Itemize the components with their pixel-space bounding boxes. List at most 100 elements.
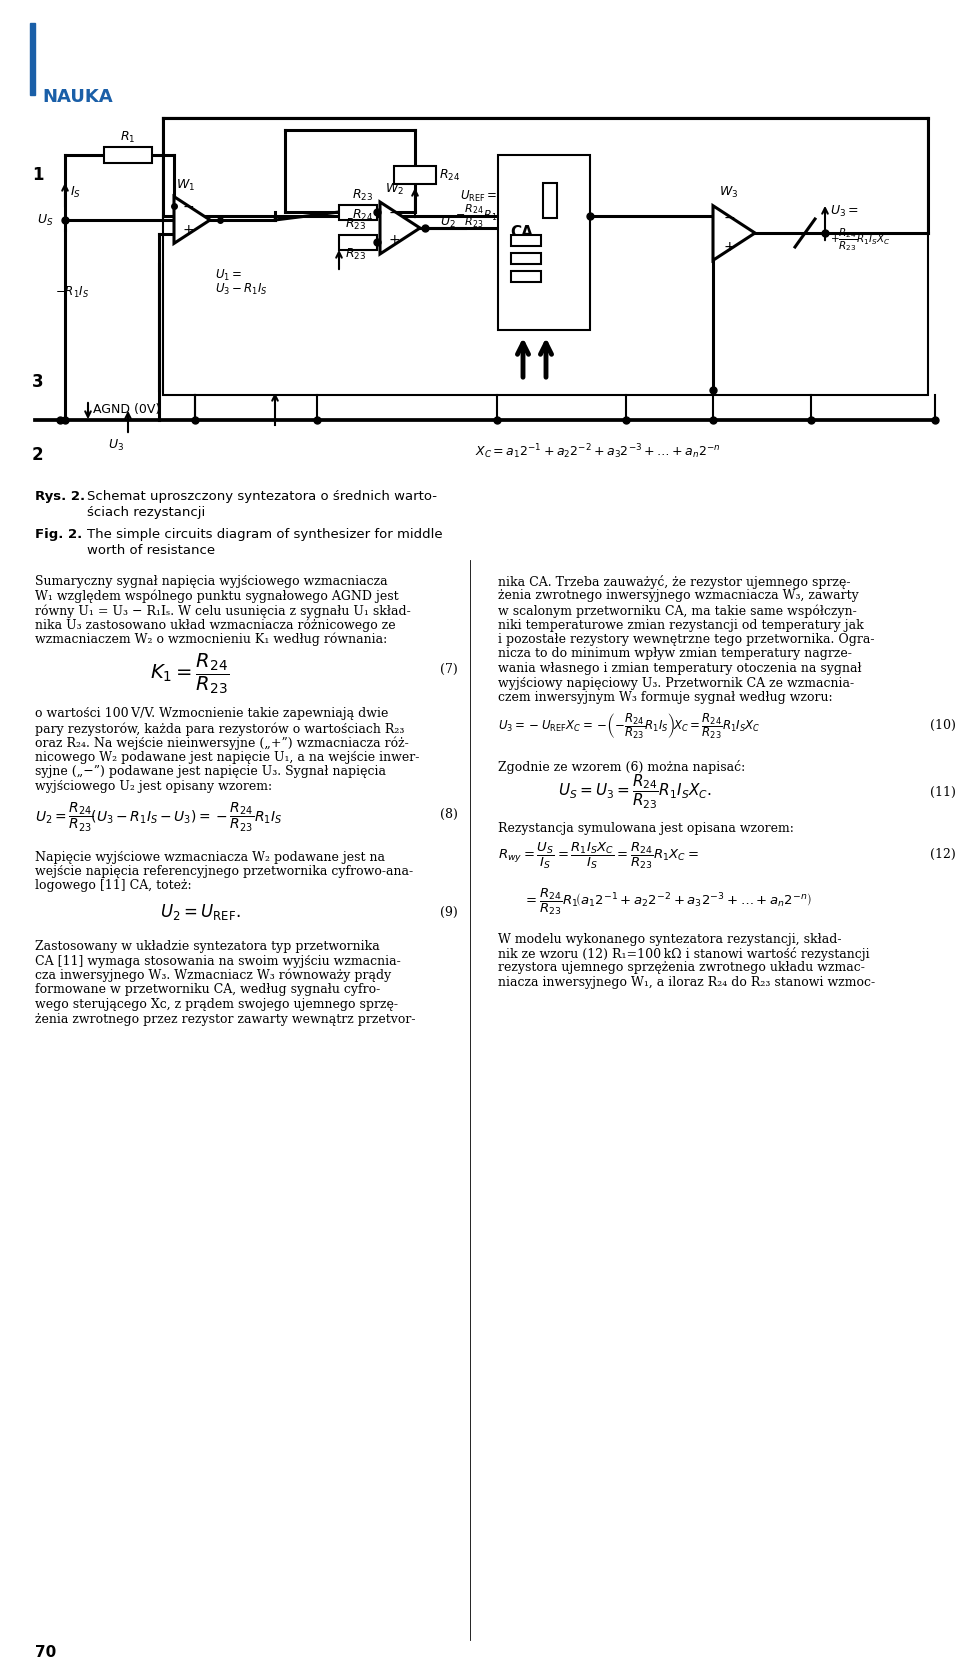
Text: $U_3 - R_1 I_S$: $U_3 - R_1 I_S$ [215,283,268,297]
Text: wania własnego i zmian temperatury otoczenia na sygnał: wania własnego i zmian temperatury otocz… [498,661,862,675]
Text: pary rezystorów, każda para rezystorów o wartościach R₂₃: pary rezystorów, każda para rezystorów o… [35,721,404,736]
Text: (12): (12) [930,848,956,861]
Text: nika U₃ zastosowano układ wzmacniacza różnicowego ze: nika U₃ zastosowano układ wzmacniacza ró… [35,618,396,632]
Text: nik ze wzoru (12) R₁=100 kΩ i stanowi wartość rezystancji: nik ze wzoru (12) R₁=100 kΩ i stanowi wa… [498,947,870,961]
Text: (8): (8) [440,808,458,821]
Text: niacza inwersyjnego W₁, a iloraz R₂₄ do R₂₃ stanowi wzmoc-: niacza inwersyjnego W₁, a iloraz R₂₄ do … [498,976,876,989]
Text: The simple circuits diagram of synthesizer for middle: The simple circuits diagram of synthesiz… [87,529,443,542]
Text: ściach rezystancji: ściach rezystancji [87,505,205,519]
Polygon shape [174,196,210,243]
Polygon shape [713,206,755,261]
Text: W modelu wykonanego syntezatora rezystancji, skład-: W modelu wykonanego syntezatora rezystan… [498,932,842,946]
Text: $-$: $-$ [723,209,735,224]
Text: Rezystancja symulowana jest opisana wzorem:: Rezystancja symulowana jest opisana wzor… [498,823,794,834]
Bar [511,253,541,264]
Text: 2: 2 [32,445,43,464]
Text: worth of resistance: worth of resistance [87,543,215,557]
Text: wejście napięcia referencyjnego przetwornika cyfrowo-ana-: wejście napięcia referencyjnego przetwor… [35,864,413,878]
Text: $U_1 =$: $U_1 =$ [215,268,242,283]
Text: syjne („−”) podawane jest napięcie U₃. Sygnał napięcia: syjne („−”) podawane jest napięcie U₃. S… [35,766,386,778]
Bar [511,234,541,246]
Text: $U_2$: $U_2$ [440,214,456,229]
Text: czem inwersyjnym W₃ formuje sygnał według wzoru:: czem inwersyjnym W₃ formuje sygnał wedłu… [498,691,832,705]
Bar [339,234,377,249]
Text: 1: 1 [32,166,43,184]
Text: $-\dfrac{R_{24}}{R_{23}} R_1 I_S$: $-\dfrac{R_{24}}{R_{23}} R_1 I_S$ [455,203,507,231]
Text: $K_1 = \dfrac{R_{24}}{R_{23}}$: $K_1 = \dfrac{R_{24}}{R_{23}}$ [151,652,229,696]
Text: żenia zwrotnego inwersyjnego wzmacniacza W₃, zawarty: żenia zwrotnego inwersyjnego wzmacniacza… [498,590,859,603]
Text: oraz R₂₄. Na wejście nieinwersyjne („+”) wzmacniacza róż-: oraz R₂₄. Na wejście nieinwersyjne („+”)… [35,736,409,750]
Text: $U_S = U_3 = \dfrac{R_{24}}{R_{23}} R_1 I_S X_C.$: $U_S = U_3 = \dfrac{R_{24}}{R_{23}} R_1 … [558,773,712,811]
Text: $U_3 = -U_{\mathrm{REF}} X_C = -\!\left(-\dfrac{R_{24}}{R_{23}} R_1 I_S\right)\!: $U_3 = -U_{\mathrm{REF}} X_C = -\!\left(… [498,711,760,741]
Text: $R_{wy} = \dfrac{U_S}{I_S} = \dfrac{R_1 I_S X_C}{I_S} = \dfrac{R_{24}}{R_{23}} R: $R_{wy} = \dfrac{U_S}{I_S} = \dfrac{R_1 … [498,841,699,871]
Text: Sumaryczny sygnał napięcia wyjściowego wzmacniacza: Sumaryczny sygnał napięcia wyjściowego w… [35,575,388,588]
Text: wyjściowy napięciowy U₃. Przetwornik CA ze wzmacnia-: wyjściowy napięciowy U₃. Przetwornik CA … [498,676,854,690]
Text: $R_{23}$: $R_{23}$ [352,188,373,203]
Text: logowego [11] CA, toteż:: logowego [11] CA, toteż: [35,879,192,892]
Text: w scalonym przetworniku CA, ma takie same współczyn-: w scalonym przetworniku CA, ma takie sam… [498,603,856,618]
Text: Napięcie wyjściowe wzmacniacza W₂ podawane jest na: Napięcie wyjściowe wzmacniacza W₂ podawa… [35,851,385,864]
Text: $+$: $+$ [182,223,194,238]
Text: niki temperaturowe zmian rezystancji od temperatury jak: niki temperaturowe zmian rezystancji od … [498,618,864,632]
Text: (11): (11) [930,786,956,798]
Bar [511,271,541,281]
Text: $-$: $-$ [388,204,400,219]
Text: CA: CA [510,224,533,239]
Text: wego sterującego Xᴄ, z prądem swojego ujemnego sprzę-: wego sterującego Xᴄ, z prądem swojego uj… [35,997,398,1010]
Text: o wartości 100 V/V. Wzmocnienie takie zapewniają dwie: o wartości 100 V/V. Wzmocnienie takie za… [35,708,389,721]
Text: NAUKA: NAUKA [42,88,112,106]
Bar [498,155,590,331]
Text: Zastosowany w układzie syntezatora typ przetwornika: Zastosowany w układzie syntezatora typ p… [35,941,380,952]
Text: $U_2 = \dfrac{R_{24}}{R_{23}}\!\left(U_3 - R_1 I_S - U_3\right) = -\dfrac{R_{24}: $U_2 = \dfrac{R_{24}}{R_{23}}\!\left(U_3… [35,801,282,834]
Text: Zgodnie ze wzorem (6) można napisać:: Zgodnie ze wzorem (6) można napisać: [498,760,745,773]
Text: $R_{24}$: $R_{24}$ [352,208,373,223]
Bar [339,204,377,219]
Text: $U_3$: $U_3$ [108,437,124,452]
Text: $-R_1 I_S$: $-R_1 I_S$ [55,284,89,301]
Text: żenia zwrotnego przez rezystor zawarty wewnątrz przetvor-: żenia zwrotnego przez rezystor zawarty w… [35,1012,416,1025]
Text: cza inwersyjnego W₃. Wzmacniacz W₃ równoważy prądy: cza inwersyjnego W₃. Wzmacniacz W₃ równo… [35,969,392,982]
Text: $+\dfrac{R_{24}}{R_{23}} R_1 I_S X_C$: $+\dfrac{R_{24}}{R_{23}} R_1 I_S X_C$ [830,226,891,253]
Text: W₁ względem wspólnego punktu sygnałowego AGND jest: W₁ względem wspólnego punktu sygnałowego… [35,590,398,603]
Text: $U_S$: $U_S$ [37,213,54,228]
Text: Fig. 2.: Fig. 2. [35,529,83,542]
Text: $R_{23}$: $R_{23}$ [346,218,367,233]
Text: $W_2$: $W_2$ [385,183,403,198]
Text: $-$: $-$ [182,199,194,213]
Text: wyjściowego U₂ jest opisany wzorem:: wyjściowego U₂ jest opisany wzorem: [35,779,272,793]
Text: (9): (9) [440,906,458,919]
Text: $R_{24}$: $R_{24}$ [439,168,460,183]
Text: $U_3 =$: $U_3 =$ [830,203,859,218]
Bar [163,118,928,396]
Bar [30,23,35,95]
Bar [543,183,557,218]
Text: 3: 3 [32,372,43,391]
Text: CA [11] wymaga stosowania na swoim wyjściu wzmacnia-: CA [11] wymaga stosowania na swoim wyjśc… [35,954,400,967]
Text: wzmacniaczem W₂ o wzmocnieniu K₁ według równania:: wzmacniaczem W₂ o wzmocnieniu K₁ według … [35,633,387,647]
Text: $U_2 = U_{\mathrm{REF}}.$: $U_2 = U_{\mathrm{REF}}.$ [159,902,240,922]
Text: nicowego W₂ podawane jest napięcie U₁, a na wejście inwer-: nicowego W₂ podawane jest napięcie U₁, a… [35,751,420,765]
Text: $X_C = a_1 2^{-1} + a_2 2^{-2} + a_3 2^{-3} + \ldots + a_n 2^{-n}$: $X_C = a_1 2^{-1} + a_2 2^{-2} + a_3 2^{… [475,442,720,462]
Text: 70: 70 [35,1645,57,1660]
Polygon shape [380,203,420,254]
Text: $= \dfrac{R_{24}}{R_{23}} R_1 \!\left(a_1 2^{-1} + a_2 2^{-2} + a_3 2^{-3} + \ld: $= \dfrac{R_{24}}{R_{23}} R_1 \!\left(a_… [523,886,812,917]
Text: $R_1$: $R_1$ [120,130,135,145]
Text: $W_3$: $W_3$ [719,184,738,199]
Text: $W_1$: $W_1$ [177,178,196,193]
Bar [104,146,152,163]
Text: równy U₁ = U₃ − R₁Iₛ. W celu usunięcia z sygnału U₁ skład-: równy U₁ = U₃ − R₁Iₛ. W celu usunięcia z… [35,603,411,618]
Text: $U_{\rm REF} =$: $U_{\rm REF} =$ [460,189,497,204]
Text: $+$: $+$ [723,239,735,254]
Text: $R_{23}$: $R_{23}$ [346,248,367,263]
Text: nicza to do minimum wpływ zmian temperatury nagrze-: nicza to do minimum wpływ zmian temperat… [498,648,852,660]
Text: (7): (7) [440,663,458,676]
Text: $+$: $+$ [388,233,400,248]
Text: rezystora ujemnego sprzężenia zwrotnego układu wzmac-: rezystora ujemnego sprzężenia zwrotnego … [498,962,865,974]
Bar [394,166,436,184]
Text: Rys. 2.: Rys. 2. [35,490,85,504]
Text: (10): (10) [930,720,956,731]
Text: i pozostałe rezystory wewnętrzne tego przetwornika. Ogra-: i pozostałe rezystory wewnętrzne tego pr… [498,633,875,647]
Text: $I_S$: $I_S$ [70,184,81,199]
Text: formowane w przetworniku CA, według sygnału cyfro-: formowane w przetworniku CA, według sygn… [35,984,380,997]
Text: Schemat uproszczony syntezatora o średnich warto-: Schemat uproszczony syntezatora o średni… [87,490,437,504]
